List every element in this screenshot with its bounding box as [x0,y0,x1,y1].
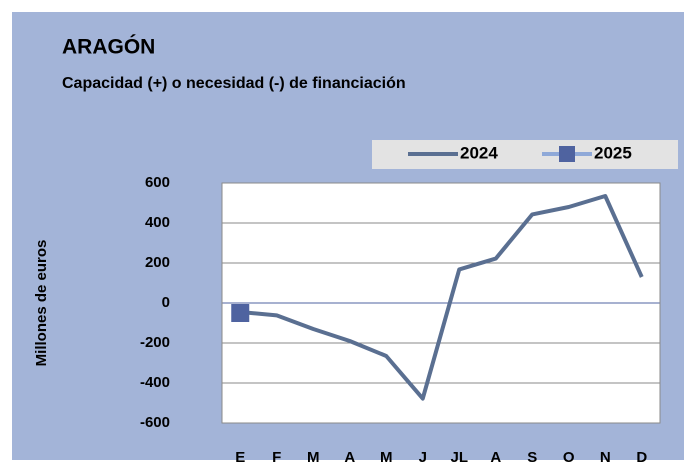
y-tick-label: -600 [140,414,170,431]
series-marker [231,304,250,322]
legend-label: 2025 [594,143,632,162]
x-tick-label: J [419,449,427,466]
y-tick-label: -400 [140,374,170,391]
plot-border [221,182,661,424]
legend-marker [559,146,575,162]
x-tick-label: N [600,449,611,466]
legend-label: 2024 [460,143,498,162]
series-line [240,194,644,401]
y-tick-label: 200 [145,254,170,271]
x-tick-label: JL [450,449,468,466]
x-tick-label: O [563,449,575,466]
x-tick-label: A [490,449,501,466]
x-tick-label: F [272,449,281,466]
y-tick-label: -200 [140,334,170,351]
chart-title: ARAGÓN [62,35,155,59]
x-tick-label: M [380,449,393,466]
x-tick-label: D [636,449,647,466]
y-tick-label: 400 [145,214,170,231]
x-tick-label: E [235,449,245,466]
chart-subtitle: Capacidad (+) o necesidad (-) de financi… [62,75,406,92]
x-tick-label: S [527,449,537,466]
x-tick-label: A [344,449,355,466]
y-axis-label: Millones de euros [33,240,50,367]
x-tick-label: M [307,449,320,466]
y-tick-label: 600 [145,174,170,191]
y-tick-label: 0 [162,294,170,311]
